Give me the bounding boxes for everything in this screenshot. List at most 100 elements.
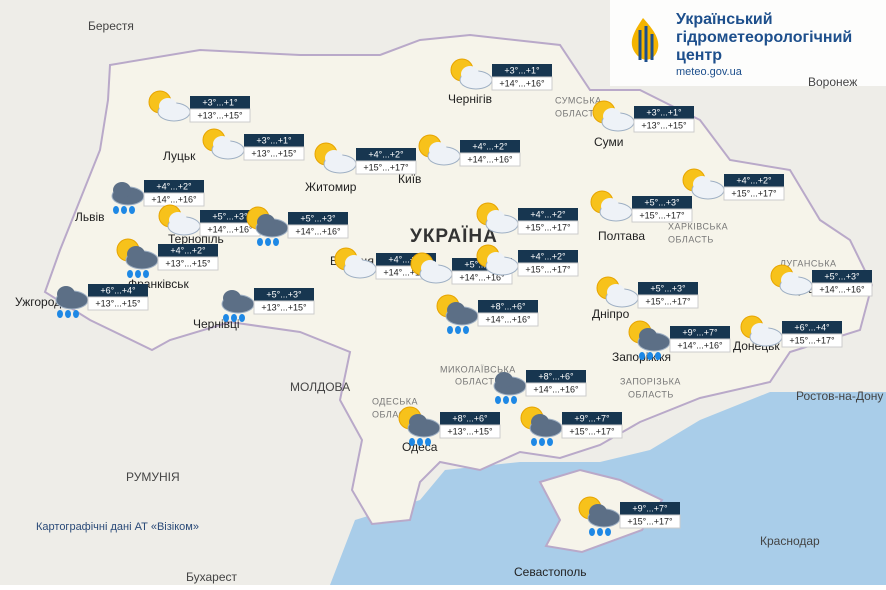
night-box: [638, 282, 698, 295]
rain-drop: [511, 396, 517, 404]
day-box: [243, 146, 305, 161]
night-temp: +3°...+1°: [646, 107, 682, 117]
night-temp: +4°...+2°: [388, 254, 424, 264]
rain-drop: [73, 310, 79, 318]
cloud-icon: [639, 328, 657, 344]
day-box: [491, 76, 553, 91]
night-box: [254, 288, 314, 301]
weather-marker: +4°...+2° +14°...+16°: [418, 134, 521, 167]
weather-marker: +6°...+4° +13°...+15°: [55, 284, 149, 318]
cloud-icon: [169, 212, 187, 228]
map-label: ОБЛАСТЬ: [628, 389, 674, 399]
cloud-icon: [159, 98, 177, 114]
day-temp: +15°...+17°: [363, 162, 409, 172]
rain-drop: [129, 206, 135, 214]
day-temp: +14°...+16°: [151, 194, 197, 204]
map-label: Ростов-на-Дону: [796, 389, 883, 403]
cloud-icon: [257, 214, 275, 230]
map-label: Воронеж: [808, 75, 857, 89]
rain-drop: [417, 438, 423, 446]
day-temp: +13°...+15°: [165, 258, 211, 268]
cloud-icon: [223, 290, 241, 306]
cloud-icon: [607, 284, 625, 300]
cloud-icon: [693, 176, 711, 192]
rain-drop: [503, 396, 509, 404]
day-temp: +13°...+15°: [641, 120, 687, 130]
weather-marker: +5°...+3° +14°...+16°: [246, 206, 349, 246]
day-temp: +15°...+17°: [569, 426, 615, 436]
day-temp: +13°...+15°: [95, 298, 141, 308]
day-temp: +13°...+15°: [197, 110, 243, 120]
day-box: [811, 282, 873, 297]
map-label: Чернігів: [448, 92, 492, 106]
map-label: Краснодар: [760, 534, 820, 548]
map-label: ЗАПОРІЗЬКА: [620, 376, 681, 386]
night-box: [144, 180, 204, 193]
day-temp: +15°...+17°: [525, 264, 571, 274]
rain-drop: [605, 528, 611, 536]
rain-drop: [597, 528, 603, 536]
logo-title: центр: [676, 47, 722, 64]
night-box: [812, 270, 872, 283]
rain-drop: [265, 238, 271, 246]
day-box: [631, 208, 693, 223]
weather-marker: +5°...+3° +13°...+15°: [221, 288, 315, 322]
map-label: МИКОЛАЇВСЬКА: [440, 364, 516, 374]
rain-drop: [143, 270, 149, 278]
night-temp: +4°...+2°: [472, 141, 508, 151]
night-temp: +6°...+4°: [100, 285, 136, 295]
day-temp: +15°...+17°: [639, 210, 685, 220]
night-temp: +3°...+1°: [202, 97, 238, 107]
night-box: [88, 284, 148, 297]
weather-marker: +9°...+7° +15°...+17°: [578, 496, 681, 536]
cloud-icon: [213, 136, 231, 152]
cloud-icon: [57, 286, 75, 302]
rain-drop: [589, 528, 595, 536]
rain-drop: [257, 238, 263, 246]
weather-marker: +4°...+2° +13°...+15°: [116, 238, 219, 278]
map-label: Севастополь: [514, 565, 586, 579]
day-temp: +13°...+15°: [251, 148, 297, 158]
map-label: Дніпро: [592, 307, 630, 321]
night-box: [190, 96, 250, 109]
cloud-icon: [325, 150, 343, 166]
weather-marker: +6°...+4° +15°...+17°: [740, 315, 843, 348]
day-box: [723, 186, 785, 201]
day-temp: +15°...+17°: [731, 188, 777, 198]
map-label: ХАРКІВСЬКА: [668, 221, 728, 231]
cloud-icon: [113, 182, 131, 198]
day-box: [355, 160, 417, 175]
night-box: [724, 174, 784, 187]
weather-marker: +8°...+6° +14°...+16°: [436, 294, 539, 334]
day-box: [669, 338, 731, 353]
night-temp: +6°...+4°: [794, 322, 830, 332]
rain-drop: [239, 314, 245, 322]
day-temp: +14°...+16°: [207, 224, 253, 234]
night-box: [460, 140, 520, 153]
map-label: ОБЛАСТЬ: [668, 234, 714, 244]
rain-drop: [121, 206, 127, 214]
day-box: [517, 220, 579, 235]
day-temp: +14°...+16°: [819, 284, 865, 294]
rain-drop: [447, 326, 453, 334]
rain-drop: [223, 314, 229, 322]
day-box: [517, 262, 579, 277]
night-temp: +5°...+3°: [300, 213, 336, 223]
night-box: [518, 250, 578, 263]
weather-marker: +4°...+2° +15°...+17°: [476, 244, 579, 277]
night-temp: +3°...+1°: [256, 135, 292, 145]
map-label: СУМСЬКА: [555, 95, 602, 105]
map-label: МОЛДОВА: [290, 380, 350, 394]
map-label: Полтава: [598, 229, 645, 243]
day-temp: +15°...+17°: [789, 335, 835, 345]
cloud-icon: [751, 323, 769, 339]
attribution: Картографічні дані АТ «Візіком»: [36, 521, 199, 533]
map-label: Бухарест: [186, 570, 237, 584]
rain-drop: [57, 310, 63, 318]
map-label: Житомир: [305, 180, 357, 194]
cloud-icon: [429, 142, 447, 158]
night-temp: +5°...+3°: [266, 289, 302, 299]
cloud-icon: [601, 198, 619, 214]
night-temp: +3°...+1°: [504, 65, 540, 75]
